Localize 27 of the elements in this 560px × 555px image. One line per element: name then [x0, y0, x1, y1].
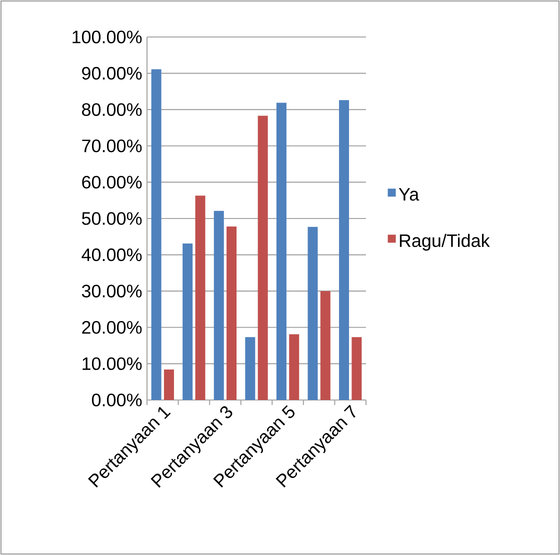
y-tick-label: 80.00% — [82, 103, 142, 116]
y-tick-label: 100.00% — [72, 30, 142, 44]
bar — [182, 244, 193, 400]
bar — [245, 337, 256, 400]
bar — [214, 210, 224, 400]
bar — [151, 69, 162, 400]
bar — [352, 337, 362, 400]
bar — [195, 196, 206, 400]
y-tick-label: 20.00% — [82, 321, 142, 334]
legend-label: Ya — [398, 188, 420, 201]
bar — [258, 116, 268, 400]
y-tick-label: 90.00% — [82, 66, 142, 80]
legend-label: Ragu/Tidak — [400, 234, 490, 251]
bar — [339, 100, 350, 400]
y-tick-label: 60.00% — [82, 176, 142, 189]
bar — [226, 226, 237, 400]
bar — [289, 334, 300, 400]
bar — [320, 291, 330, 400]
y-tick-label: 40.00% — [82, 248, 142, 262]
bar — [308, 226, 318, 400]
y-tick-label: 0.00% — [92, 394, 142, 406]
y-tick-label: 70.00% — [82, 140, 142, 152]
bar — [164, 369, 174, 400]
y-tick-label: 10.00% — [82, 357, 142, 370]
y-tick-label: 30.00% — [82, 284, 142, 298]
bar — [276, 102, 286, 400]
y-tick-label: 50.00% — [82, 212, 142, 225]
